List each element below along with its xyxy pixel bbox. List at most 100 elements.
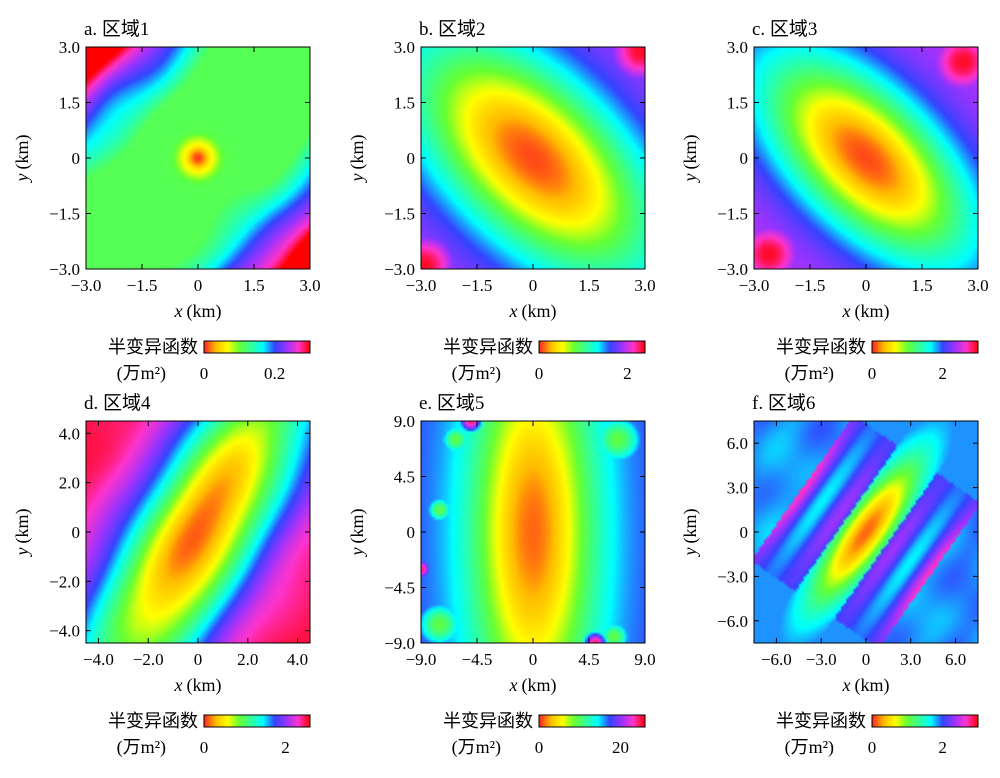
colorbar-unit: (万m²) bbox=[785, 737, 834, 758]
colorbar-title: 半变异函数 bbox=[108, 711, 198, 731]
colorbar-tick-label: 0 bbox=[200, 738, 209, 757]
y-tick-label: 0 bbox=[740, 523, 749, 542]
y-tick-label: 4.0 bbox=[59, 424, 80, 443]
x-tick-label: 3.0 bbox=[900, 650, 921, 669]
panel-2: b. 区域2 −3.0 −1.5 0 1.5 3.0 −3.0 −1.5 0 1.5 3.0 x (km… bbox=[347, 18, 656, 384]
x-axis-label: x (km) bbox=[174, 301, 222, 322]
y-tick-label: 1.5 bbox=[394, 94, 415, 113]
x-tick-label: 1.5 bbox=[911, 276, 932, 295]
colorbar-tick-label: 0 bbox=[868, 738, 877, 757]
y-axis-label: y(km) bbox=[347, 509, 368, 558]
x-tick-label: 4.0 bbox=[287, 650, 308, 669]
x-tick-label: −3.0 bbox=[71, 276, 102, 295]
y-axis-label: y(km) bbox=[680, 135, 701, 184]
colorbar bbox=[871, 714, 979, 728]
x-tick-label: −3.0 bbox=[739, 276, 770, 295]
heatmap-image bbox=[754, 421, 978, 643]
y-tick-label: −1.5 bbox=[717, 205, 748, 224]
y-tick-label: 2.0 bbox=[59, 474, 80, 493]
y-tick-label: −1.5 bbox=[384, 205, 415, 224]
colorbar-tick-label: 0.2 bbox=[264, 364, 285, 383]
colorbar-tick-label: 0 bbox=[535, 364, 544, 383]
colorbar bbox=[538, 714, 646, 728]
x-axis-label: x (km) bbox=[509, 301, 557, 322]
colorbar-title: 半变异函数 bbox=[443, 337, 533, 357]
x-tick-label: 0 bbox=[194, 276, 203, 295]
y-tick-label: −2.0 bbox=[49, 572, 80, 591]
y-tick-label: 9.0 bbox=[394, 412, 415, 431]
colorbar-tick-label: 2 bbox=[938, 364, 947, 383]
y-tick-label: 3.0 bbox=[59, 38, 80, 57]
y-tick-label: 0 bbox=[72, 149, 81, 168]
x-tick-label: −1.5 bbox=[127, 276, 158, 295]
panel-4: d. 区域4 −4.0 −2.0 0 2.0 4.0 −4.0 −2.0 0 2.0 4.0 x (km… bbox=[12, 392, 311, 758]
x-tick-label: −3.0 bbox=[806, 650, 837, 669]
colorbar-unit: (万m²) bbox=[117, 363, 166, 384]
colorbar bbox=[871, 340, 979, 354]
x-tick-label: 0 bbox=[194, 650, 203, 669]
colorbar bbox=[538, 340, 646, 354]
x-tick-label: 3.0 bbox=[967, 276, 988, 295]
y-axis-label: y(km) bbox=[12, 135, 33, 184]
panel-title: e. 区域5 bbox=[419, 392, 484, 414]
x-tick-label: 3.0 bbox=[299, 276, 320, 295]
y-tick-label: 1.5 bbox=[59, 94, 80, 113]
x-tick-label: 0 bbox=[862, 276, 871, 295]
heatmap-image bbox=[421, 47, 645, 269]
colorbar-unit: (万m²) bbox=[117, 737, 166, 758]
colorbar-tick-label: 0 bbox=[868, 364, 877, 383]
y-tick-label: −3.0 bbox=[717, 260, 748, 279]
x-tick-label: 0 bbox=[862, 650, 871, 669]
colorbar-tick-label: 0 bbox=[200, 364, 209, 383]
y-tick-label: −4.0 bbox=[49, 622, 80, 641]
colorbar-tick-label: 2 bbox=[281, 738, 290, 757]
x-tick-label: 1.5 bbox=[243, 276, 264, 295]
x-tick-label: 3.0 bbox=[634, 276, 655, 295]
x-tick-label: −3.0 bbox=[406, 276, 437, 295]
y-tick-label: 0 bbox=[407, 523, 416, 542]
panel-title: a. 区域1 bbox=[84, 18, 149, 40]
heatmap-image bbox=[421, 421, 645, 643]
x-tick-label: 6.0 bbox=[945, 650, 966, 669]
colorbar-tick-label: 0 bbox=[535, 738, 544, 757]
x-axis-label: x (km) bbox=[842, 301, 890, 322]
y-tick-label: −3.0 bbox=[717, 567, 748, 586]
y-tick-label: 0 bbox=[72, 523, 81, 542]
colorbar-tick-label: 2 bbox=[623, 364, 632, 383]
colorbar-unit: (万m²) bbox=[785, 363, 834, 384]
y-axis-label: y(km) bbox=[347, 135, 368, 184]
y-tick-label: 0 bbox=[740, 149, 749, 168]
y-tick-label: −9.0 bbox=[384, 634, 415, 653]
x-tick-label: −1.5 bbox=[462, 276, 493, 295]
panel-1: a. 区域1 −3.0 −1.5 0 1.5 3.0 −3.0 −1.5 0 1.5 3.0 x (km… bbox=[12, 18, 321, 384]
panel-5: e. 区域5 −9.0 −4.5 0 4.5 9.0 −9.0 −4.5 0 4.5 9.0 x (km… bbox=[347, 392, 656, 758]
panel-6: f. 区域6 −6.0 −3.0 0 3.0 6.0 −6.0 −3.0 0 3.0 6.0 x (km… bbox=[680, 392, 979, 758]
x-tick-label: −2.0 bbox=[133, 650, 164, 669]
y-axis-label: y(km) bbox=[680, 509, 701, 558]
colorbar-title: 半变异函数 bbox=[776, 711, 866, 731]
heatmap-image bbox=[86, 421, 310, 643]
colorbar-tick-label: 20 bbox=[612, 738, 629, 757]
x-axis-label: x (km) bbox=[174, 675, 222, 696]
panel-3: c. 区域3 −3.0 −1.5 0 1.5 3.0 −3.0 −1.5 0 1.5 3.0 x (km… bbox=[680, 18, 989, 384]
heatmap-image bbox=[754, 47, 978, 269]
colorbar-unit: (万m²) bbox=[452, 363, 501, 384]
x-tick-label: −1.5 bbox=[795, 276, 826, 295]
colorbar-unit: (万m²) bbox=[452, 737, 501, 758]
panel-title: d. 区域4 bbox=[84, 392, 151, 414]
panel-title: b. 区域2 bbox=[419, 18, 486, 40]
y-tick-label: −1.5 bbox=[49, 205, 80, 224]
y-tick-label: 4.5 bbox=[394, 468, 415, 487]
colorbar-title: 半变异函数 bbox=[108, 337, 198, 357]
heatmap-image bbox=[86, 47, 310, 269]
colorbar-title: 半变异函数 bbox=[776, 337, 866, 357]
x-tick-label: 4.5 bbox=[578, 650, 599, 669]
x-tick-label: 2.0 bbox=[237, 650, 258, 669]
x-tick-label: −6.0 bbox=[761, 650, 792, 669]
x-tick-label: −4.5 bbox=[462, 650, 493, 669]
x-tick-label: −4.0 bbox=[83, 650, 114, 669]
y-tick-label: −3.0 bbox=[49, 260, 80, 279]
x-tick-label: −9.0 bbox=[406, 650, 437, 669]
colorbar-tick-label: 2 bbox=[938, 738, 947, 757]
